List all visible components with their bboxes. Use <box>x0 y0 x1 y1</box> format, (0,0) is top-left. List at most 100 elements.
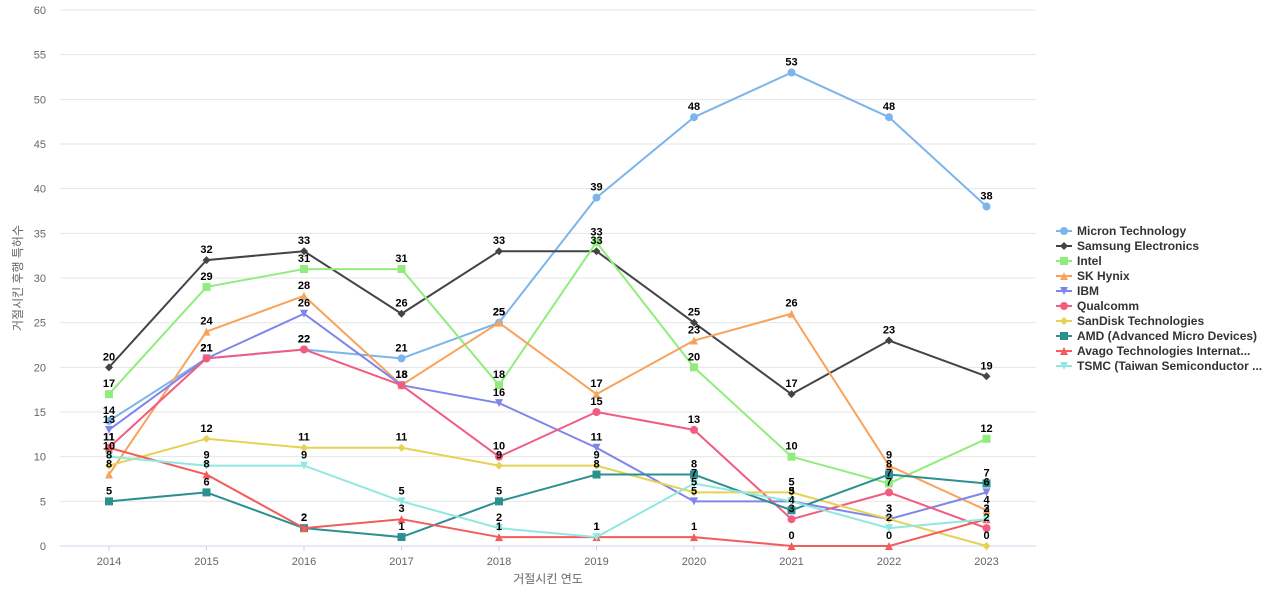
legend-label: Samsung Electronics <box>1077 239 1199 253</box>
data-label: 7 <box>886 467 892 479</box>
data-label: 3 <box>788 503 794 515</box>
data-label: 18 <box>395 369 407 381</box>
legend-label: SanDisk Technologies <box>1077 314 1204 328</box>
series-line <box>108 312 988 521</box>
data-point <box>495 318 503 327</box>
series-1 <box>105 247 991 399</box>
legend-item[interactable]: SK Hynix <box>1056 269 1130 283</box>
data-label: 11 <box>103 432 115 444</box>
series-9 <box>105 452 991 542</box>
legend-item[interactable]: Avago Technologies Internat... <box>1056 344 1250 358</box>
data-label: 32 <box>200 244 212 256</box>
data-label: 7 <box>691 467 697 479</box>
data-label: 25 <box>493 307 505 319</box>
y-tick-label: 30 <box>34 273 46 285</box>
data-point <box>300 461 308 470</box>
data-point <box>397 265 406 274</box>
data-label: 10 <box>493 441 505 453</box>
data-label: 3 <box>398 503 404 515</box>
data-point <box>300 247 308 256</box>
data-label: 1 <box>691 521 697 533</box>
data-label: 8 <box>106 459 112 471</box>
data-label: 31 <box>298 253 310 265</box>
data-label: 5 <box>496 485 502 497</box>
series-line <box>108 71 988 422</box>
data-label: 23 <box>883 325 895 337</box>
data-point <box>690 497 698 506</box>
data-label: 53 <box>785 57 797 69</box>
y-tick-label: 60 <box>34 5 46 17</box>
y-tick-label: 35 <box>34 228 46 240</box>
data-label: 31 <box>395 253 407 265</box>
legend-item[interactable]: TSMC (Taiwan Semiconductor ... <box>1056 359 1262 373</box>
data-label: 11 <box>591 432 603 444</box>
data-label: 19 <box>980 360 992 372</box>
data-point <box>690 470 698 479</box>
data-point <box>690 533 698 542</box>
series-2 <box>105 238 991 488</box>
y-tick-label: 0 <box>40 541 46 553</box>
x-tick-label: 2021 <box>779 556 803 568</box>
data-point <box>300 345 308 354</box>
legend-marker-icon <box>1060 272 1068 280</box>
data-point <box>592 461 601 470</box>
x-axis-title: 거절시킨 연도 <box>513 572 583 586</box>
legend-marker-icon <box>1060 287 1068 295</box>
data-label: 13 <box>688 414 700 426</box>
legend-item[interactable]: IBM <box>1056 284 1099 298</box>
data-label: 17 <box>590 378 602 390</box>
data-point <box>202 256 211 265</box>
legend-item[interactable]: Qualcomm <box>1056 299 1139 313</box>
legend-item[interactable]: AMD (Advanced Micro Devices) <box>1056 329 1257 343</box>
legend-label: IBM <box>1077 284 1099 298</box>
x-tick-label: 2015 <box>194 556 218 568</box>
series-line <box>108 294 988 512</box>
y-tick-label: 50 <box>34 94 46 106</box>
legend-item[interactable]: SanDisk Technologies <box>1056 314 1204 328</box>
x-tick-label: 2023 <box>974 556 998 568</box>
data-label: 12 <box>980 423 992 435</box>
data-point <box>300 524 308 533</box>
data-point <box>592 247 601 256</box>
y-tick-label: 55 <box>34 50 46 62</box>
data-label: 5 <box>106 485 112 497</box>
data-label: 1 <box>398 521 404 533</box>
data-label: 5 <box>691 476 697 488</box>
data-label: 8 <box>691 459 697 471</box>
data-label: 2 <box>301 512 307 524</box>
data-point <box>105 416 113 425</box>
data-point <box>300 265 308 274</box>
data-label: 21 <box>200 342 212 354</box>
data-point <box>202 488 211 497</box>
data-label: 0 <box>886 530 892 542</box>
y-tick-label: 40 <box>34 184 46 196</box>
data-point <box>202 282 211 291</box>
legend-item[interactable]: Samsung Electronics <box>1056 239 1199 253</box>
data-point <box>982 515 991 524</box>
legend-label: AMD (Advanced Micro Devices) <box>1077 329 1257 343</box>
x-axis: 2014 2015 2016 2017 2018 2019 2020 2021 2022 2023 <box>97 546 999 568</box>
data-point <box>397 497 406 506</box>
legend-marker-icon <box>1060 362 1068 370</box>
legend-item[interactable]: Intel <box>1056 254 1102 268</box>
y-tick-label: 20 <box>34 362 46 374</box>
legend-marker-icon <box>1060 317 1068 325</box>
legend-label: TSMC (Taiwan Semiconductor ... <box>1077 359 1262 373</box>
data-label: 17 <box>103 378 115 390</box>
data-point <box>202 434 211 443</box>
data-point <box>495 399 503 408</box>
data-point <box>495 533 503 542</box>
y-tick-label: 5 <box>40 496 46 508</box>
data-point <box>397 515 406 524</box>
data-label: 8 <box>886 459 892 471</box>
data-label: 20 <box>688 351 700 363</box>
data-point <box>885 488 893 497</box>
legend-item[interactable]: Micron Technology <box>1056 224 1186 238</box>
y-tick-label: 45 <box>34 139 46 151</box>
data-point <box>787 309 796 318</box>
data-point <box>787 68 796 77</box>
data-point <box>982 479 991 488</box>
data-label: 6 <box>983 476 989 488</box>
data-point <box>300 309 308 318</box>
data-label: 23 <box>688 325 700 337</box>
